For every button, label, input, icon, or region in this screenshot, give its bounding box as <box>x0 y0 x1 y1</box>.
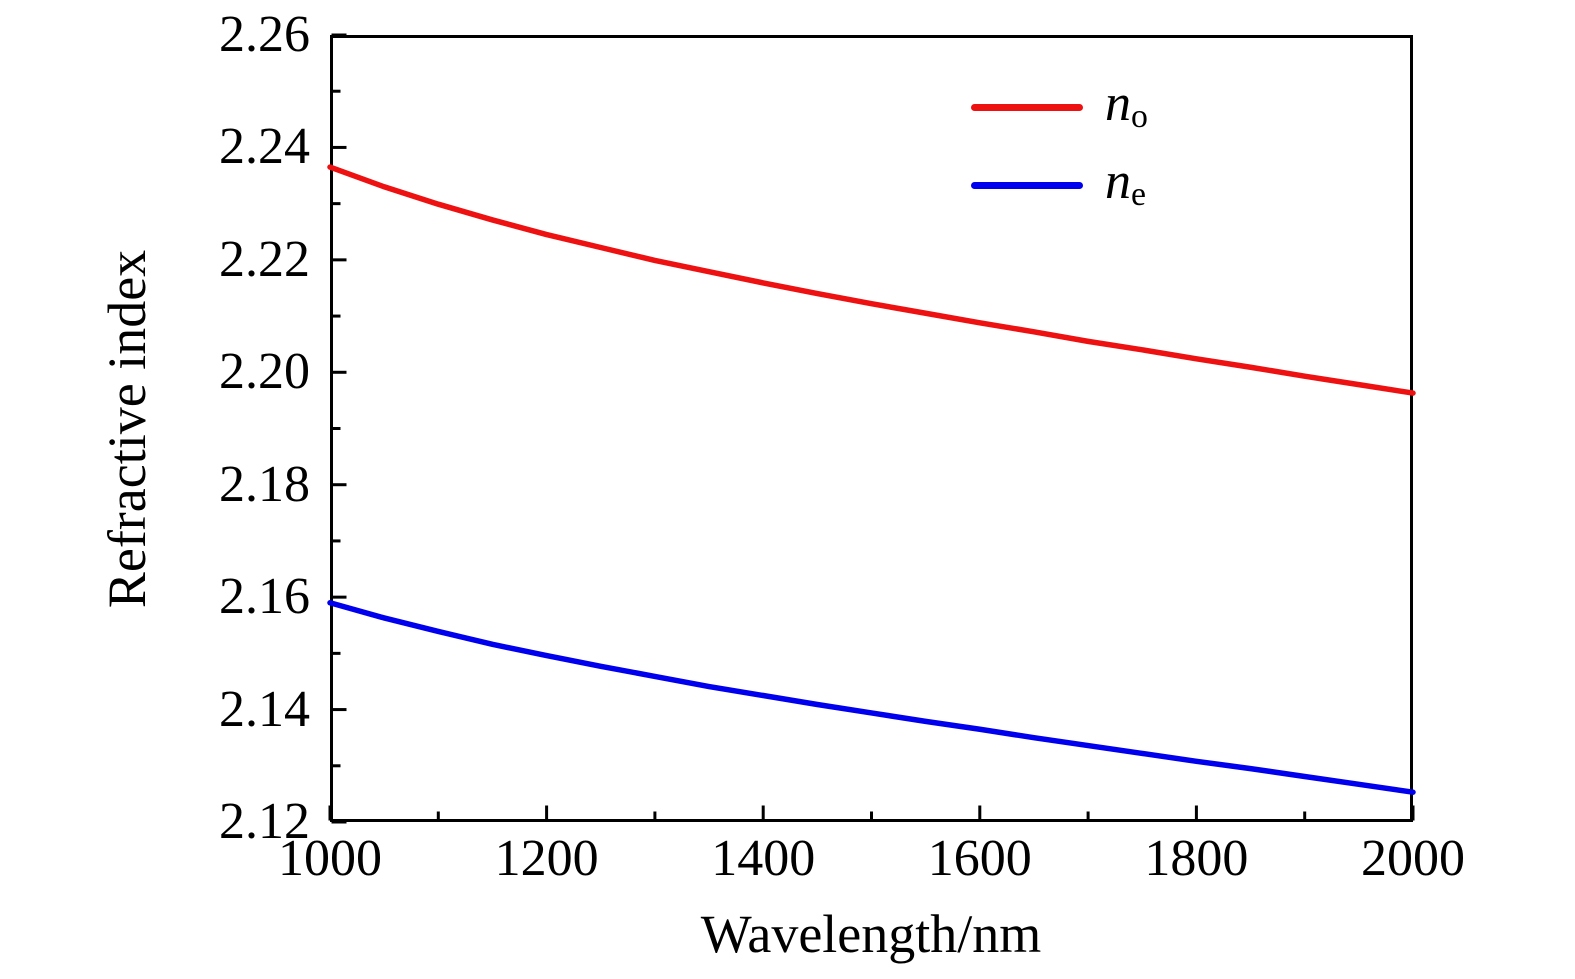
x-tick-label: 1000 <box>278 830 382 887</box>
legend-swatch-no <box>971 103 1083 111</box>
series-n_e <box>327 600 1416 795</box>
y-tick-label: 2.12 <box>219 793 310 850</box>
y-tick-label: 2.14 <box>219 680 310 738</box>
y-tick-label: 2.16 <box>219 568 310 626</box>
series-n_o <box>327 164 1416 396</box>
x-tick-label: 2000 <box>1361 830 1465 887</box>
legend-symbol-ne: n <box>1105 153 1131 210</box>
y-tick-label: 2.18 <box>219 455 310 513</box>
legend-subscript-ne: e <box>1131 176 1147 214</box>
x-tick-label: 1600 <box>927 830 1032 887</box>
x-axis-title: Wavelength/nm <box>700 904 1042 964</box>
x-tick-label: 1400 <box>711 830 816 887</box>
y-tick-label: 2.24 <box>219 118 310 176</box>
plot-svg <box>327 33 1416 824</box>
y-tick-label: 2.26 <box>219 6 310 63</box>
legend-swatch-ne <box>971 181 1083 189</box>
plot-area <box>327 33 1416 824</box>
y-tick-label: 2.22 <box>219 230 310 288</box>
legend-symbol-no: n <box>1105 75 1131 132</box>
x-tick-label: 1800 <box>1144 830 1249 887</box>
legend-subscript-no: o <box>1131 98 1148 136</box>
x-tick-label: 1200 <box>494 830 599 887</box>
legend-label-ne: ne <box>1105 156 1146 212</box>
y-tick-label: 2.20 <box>219 343 310 401</box>
legend-label-no: no <box>1105 78 1148 134</box>
